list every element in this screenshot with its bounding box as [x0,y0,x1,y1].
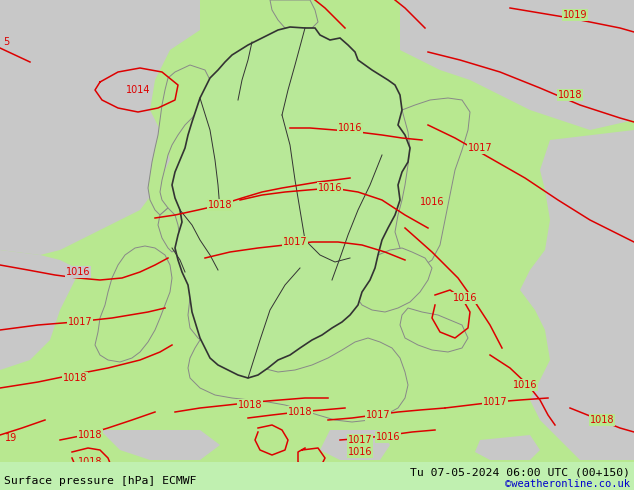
Text: 1016: 1016 [66,267,90,277]
Text: 1018: 1018 [288,407,313,417]
Polygon shape [320,430,390,460]
Text: 1014: 1014 [126,85,150,95]
Text: 1016: 1016 [348,447,372,457]
Text: 1018: 1018 [590,415,614,425]
Polygon shape [400,308,468,352]
Text: Tu 07-05-2024 06:00 UTC (00+150): Tu 07-05-2024 06:00 UTC (00+150) [410,467,630,477]
Text: 19: 19 [5,433,17,443]
Text: 1016: 1016 [338,123,362,133]
Text: 1018: 1018 [78,430,102,440]
Text: 1019: 1019 [563,10,587,20]
Text: 1018: 1018 [63,373,87,383]
Text: 1017: 1017 [468,143,493,153]
Text: 1016: 1016 [453,293,477,303]
Polygon shape [172,27,410,378]
Polygon shape [158,208,180,252]
Polygon shape [395,98,470,268]
Polygon shape [148,65,210,215]
Polygon shape [100,430,220,460]
Text: 1018: 1018 [238,400,262,410]
Text: ©weatheronline.co.uk: ©weatheronline.co.uk [505,479,630,489]
Polygon shape [0,250,80,370]
Text: 1017: 1017 [366,410,391,420]
Text: 1017: 1017 [482,397,507,407]
Polygon shape [355,248,432,312]
Text: 1018: 1018 [208,200,232,210]
Polygon shape [188,338,408,422]
Polygon shape [270,0,318,28]
Polygon shape [475,435,540,460]
Bar [0,462,634,490]
Text: 1017: 1017 [283,237,307,247]
Polygon shape [95,246,172,362]
Text: Surface pressure [hPa] ECMWF: Surface pressure [hPa] ECMWF [4,476,197,486]
Text: 1016: 1016 [318,183,342,193]
Text: 5: 5 [3,37,10,47]
Text: 1016: 1016 [420,197,444,207]
Text: 1017: 1017 [68,317,93,327]
Text: 1017: 1017 [347,435,372,445]
Text: 1018: 1018 [558,90,582,100]
Text: 1016: 1016 [513,380,537,390]
Text: 1016: 1016 [376,432,400,442]
Text: 1018: 1018 [78,457,102,467]
Polygon shape [188,298,240,348]
Polygon shape [400,0,634,130]
Polygon shape [0,0,200,255]
Polygon shape [520,130,634,460]
